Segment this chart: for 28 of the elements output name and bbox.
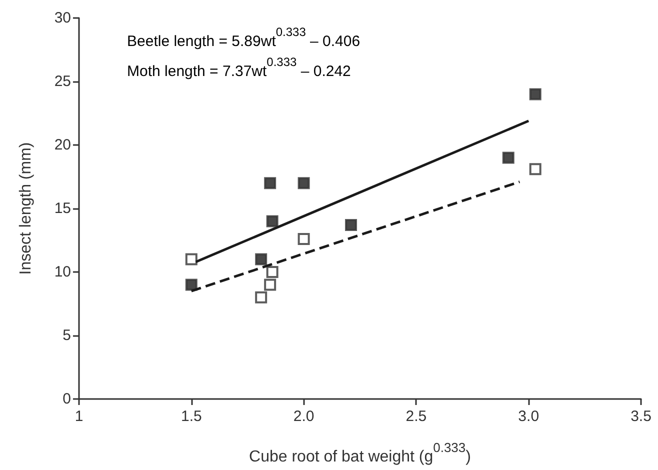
y-tick-label: 0 bbox=[62, 390, 71, 408]
point bbox=[298, 232, 310, 245]
point bbox=[529, 163, 542, 176]
y-axis-title: Insect length (mm) bbox=[18, 142, 34, 275]
point bbox=[255, 291, 268, 304]
y-tick-label: 10 bbox=[54, 264, 71, 280]
point bbox=[264, 278, 276, 291]
x-tick-label: 2.0 bbox=[293, 408, 314, 425]
y-tick-label: 5 bbox=[62, 327, 71, 344]
x-tick-label: 1.5 bbox=[180, 408, 202, 425]
point bbox=[298, 177, 310, 190]
point bbox=[266, 215, 278, 228]
y-tick-label: 25 bbox=[54, 73, 71, 90]
point bbox=[185, 278, 198, 291]
x-tick-label: 3.5 bbox=[630, 408, 652, 425]
point bbox=[266, 266, 278, 278]
point bbox=[345, 219, 358, 232]
x-tick-label: 1 bbox=[74, 408, 84, 425]
y-tick-label: 20 bbox=[54, 136, 71, 154]
point bbox=[529, 88, 542, 100]
x-tick-label: 3.0 bbox=[518, 408, 540, 425]
y-tick-label: 15 bbox=[54, 200, 71, 217]
point bbox=[185, 253, 198, 266]
point bbox=[502, 152, 514, 164]
point bbox=[264, 177, 276, 190]
x-tick-label: 2.5 bbox=[406, 408, 427, 425]
point bbox=[255, 253, 268, 266]
y-tick-label: 30 bbox=[54, 10, 71, 26]
